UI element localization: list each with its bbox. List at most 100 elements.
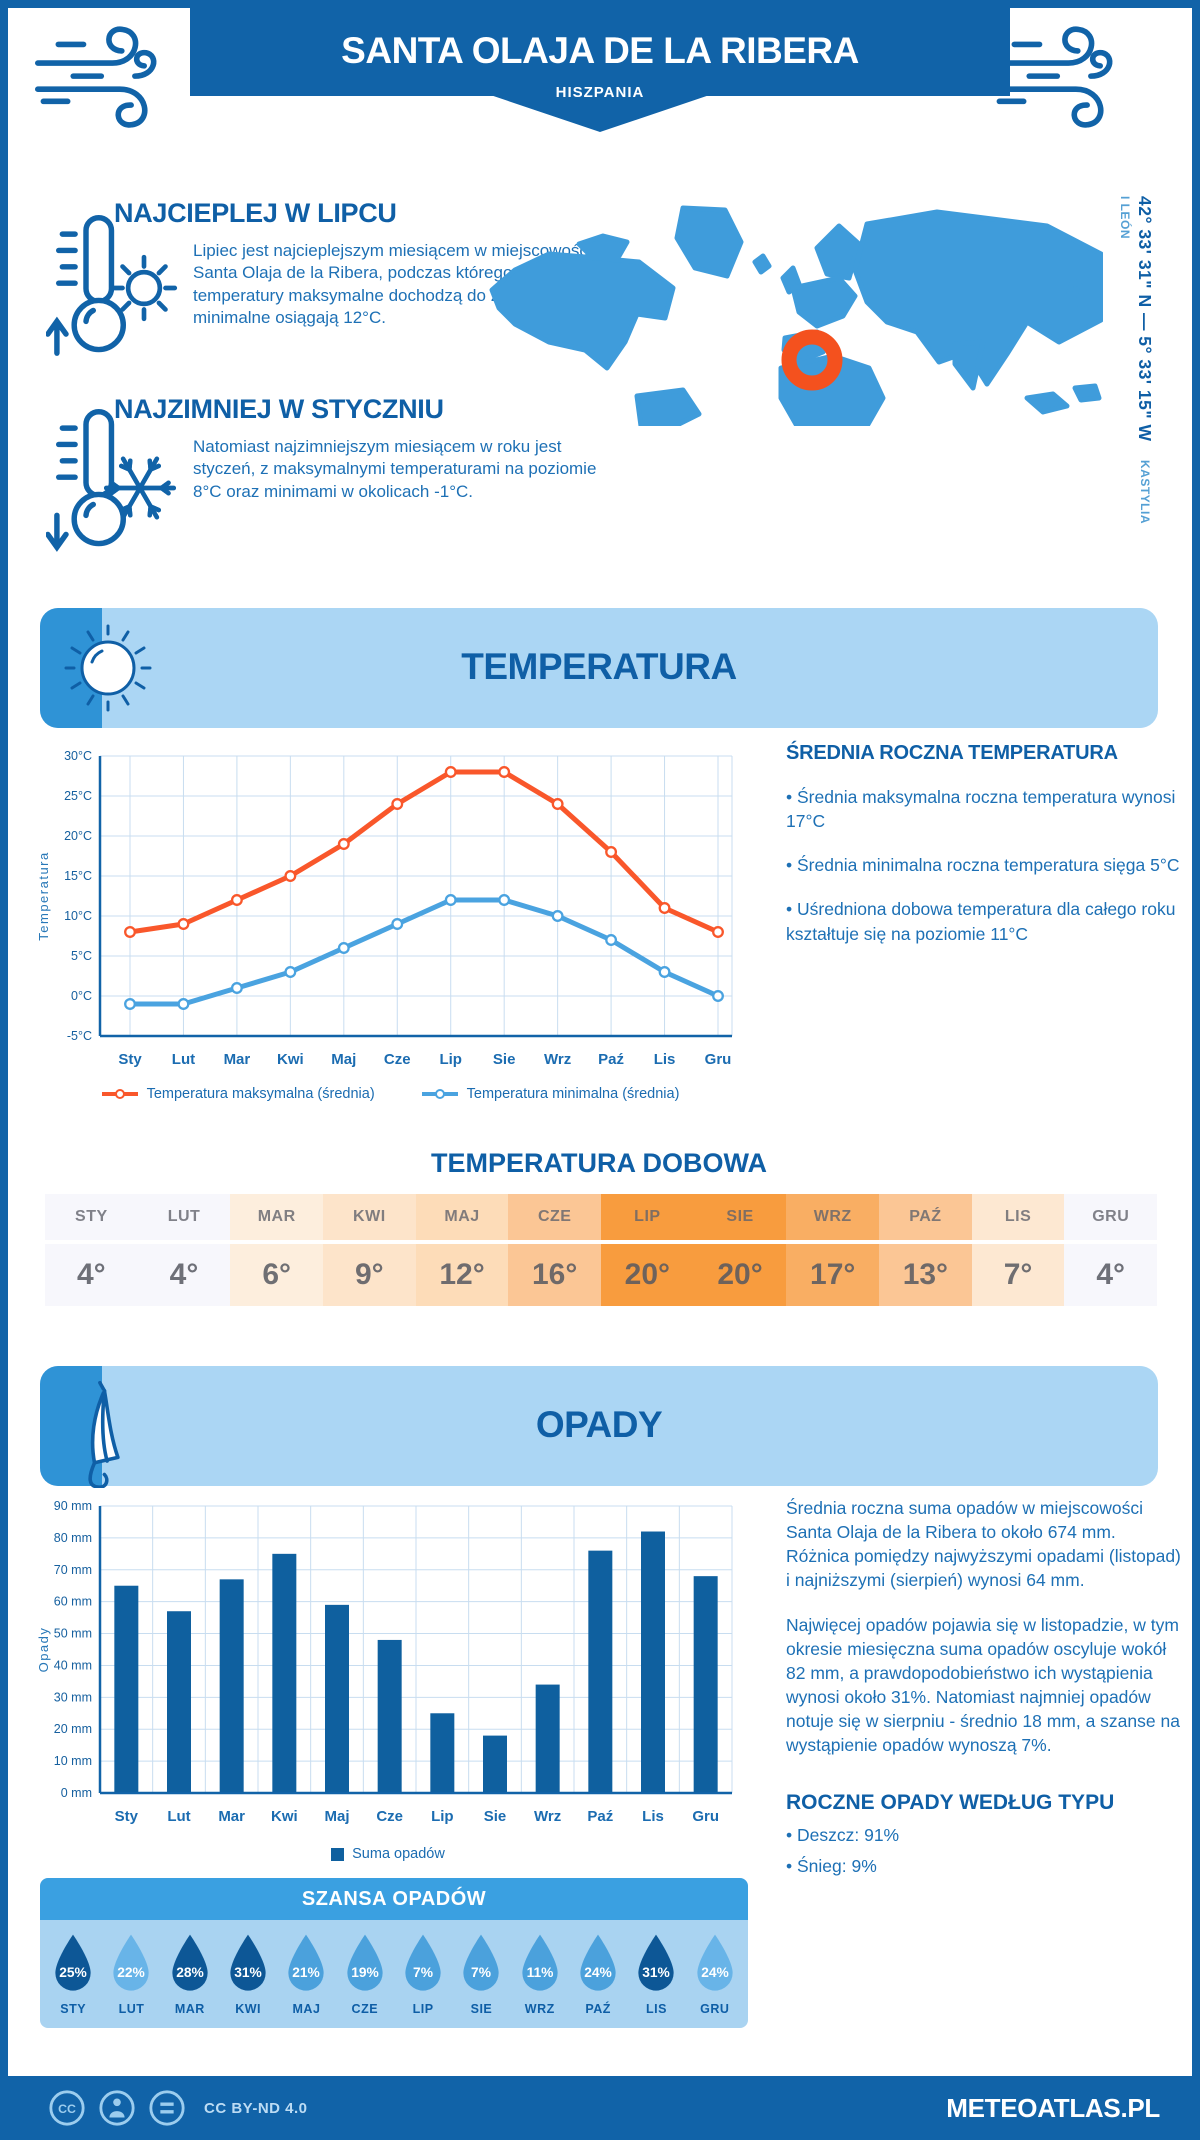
chance-month-label: KWI [235, 2002, 262, 2016]
svg-text:10°C: 10°C [64, 909, 92, 923]
svg-text:20 mm: 20 mm [54, 1722, 92, 1736]
svg-text:21%: 21% [293, 1965, 321, 1980]
temperature-bullet: Średnia maksymalna roczna temperatura wy… [786, 785, 1182, 833]
daily-temp-month: STY [45, 1194, 138, 1240]
svg-text:5°C: 5°C [71, 949, 92, 963]
sun-icon [102, 246, 186, 335]
svg-text:19%: 19% [351, 1965, 379, 1980]
cc-by-icon [99, 2090, 135, 2126]
sun-icon [64, 624, 152, 712]
temperature-line-chart: -5°C 0°C 5°C 10°C 15°C 20°C 25°C 30°C Sty Lut Mar K… [36, 749, 733, 1068]
daily-temp-column: KWI 9° [323, 1194, 416, 1306]
region-text: KASTYLIA I LEÓN [1118, 196, 1152, 524]
svg-text:Paź: Paź [598, 1051, 624, 1068]
daily-temp-value: 4° [1064, 1244, 1158, 1306]
page-title: SANTA OLAJA DE LA RIBERA [341, 30, 859, 71]
temperature-sidebar: ŚREDNIA ROCZNA TEMPERATURA Średnia maksy… [786, 742, 1182, 946]
chance-drop: 24% GRU [686, 1932, 744, 2016]
svg-text:0°C: 0°C [71, 989, 92, 1003]
chance-month-label: SIE [470, 2002, 493, 2016]
brand-logo: METEOATLAS.PL [946, 2092, 1160, 2123]
svg-text:10 mm: 10 mm [54, 1754, 92, 1768]
temperature-section-title: TEMPERATURA [461, 646, 737, 687]
temperature-section-banner: TEMPERATURA [40, 608, 1158, 728]
daily-temp-value: 6° [230, 1244, 324, 1306]
svg-text:40 mm: 40 mm [54, 1658, 92, 1672]
svg-text:31%: 31% [643, 1965, 671, 1980]
chance-month-label: CZE [351, 2002, 379, 2016]
precipitation-chance-heading: SZANSA OPADÓW [40, 1878, 748, 1920]
chance-drop: 24% PAŹ [569, 1932, 627, 2016]
chance-drop: 25% STY [44, 1932, 102, 2016]
highlight-cold-text: Natomiast najzimniejszym miesiącem w rok… [193, 437, 597, 501]
chance-drop: 19% CZE [336, 1932, 394, 2016]
precipitation-sidebar: Średnia roczna suma opadów w miejscowośc… [786, 1496, 1182, 1877]
chance-drop: 7% SIE [452, 1932, 510, 2016]
svg-text:Lut: Lut [172, 1051, 195, 1068]
svg-text:24%: 24% [701, 1965, 729, 1980]
svg-text:22%: 22% [118, 1965, 146, 1980]
coordinates-text: 42° 33' 31" N — 5° 33' 15" W [1135, 196, 1155, 442]
chance-drop: 11% WRZ [511, 1932, 569, 2016]
svg-text:15°C: 15°C [64, 869, 92, 883]
svg-text:30°C: 30°C [64, 749, 92, 763]
header-banner: SANTA OLAJA DE LA RIBERA HISZPANIA [190, 8, 1010, 132]
license-label: CC BY-ND 4.0 [204, 2099, 308, 2117]
umbrella-icon [88, 1380, 120, 1488]
svg-text:Cze: Cze [376, 1808, 403, 1825]
legend-item-max: Temperatura maksymalna (średnia) [101, 1086, 375, 1102]
temperature-bullet: Średnia minimalna roczna temperatura się… [786, 853, 1182, 877]
chance-drop: 31% KWI [219, 1932, 277, 2016]
svg-text:Lip: Lip [439, 1051, 462, 1068]
daily-temp-month: GRU [1064, 1194, 1158, 1240]
temperature-bullet: Uśredniona dobowa temperatura dla całego… [786, 897, 1182, 945]
svg-text:Maj: Maj [324, 1808, 349, 1825]
daily-temp-column: GRU 4° [1064, 1194, 1158, 1306]
country-subtitle: HISZPANIA [555, 84, 645, 101]
chance-month-label: MAR [174, 2002, 205, 2016]
svg-text:0 mm: 0 mm [61, 1786, 92, 1800]
daily-temp-column: LIP 20° [601, 1194, 694, 1306]
svg-text:Mar: Mar [218, 1808, 245, 1825]
chance-month-label: STY [60, 2002, 87, 2016]
svg-text:50 mm: 50 mm [54, 1627, 92, 1641]
raindrop-icon: 25% [55, 1934, 91, 1991]
cc-icon: CC [49, 2090, 85, 2126]
svg-text:Sie: Sie [484, 1808, 507, 1825]
world-map [487, 192, 1104, 431]
daily-temp-column: MAJ 12° [415, 1194, 509, 1306]
daily-temp-value: 12° [415, 1244, 509, 1306]
daily-temp-value: 20° [601, 1244, 694, 1306]
svg-text:Maj: Maj [331, 1051, 356, 1068]
precipitation-chance-panel: SZANSA OPADÓW 25% STY 22% LUT 28% MAR 31% KWI 21… [40, 1878, 748, 2028]
chance-drop: 28% MAR [161, 1932, 219, 2016]
raindrop-icon: 22% [113, 1934, 150, 1991]
chance-month-label: MAJ [292, 2002, 321, 2016]
chance-drop: 21% MAJ [277, 1932, 335, 2016]
chance-month-label: LIS [645, 2002, 667, 2016]
raindrop-icon: 7% [463, 1934, 500, 1991]
svg-text:31%: 31% [234, 1965, 262, 1980]
max-line-marker-icon [101, 1089, 138, 1099]
thermometer-up-icon [45, 210, 146, 365]
daily-temp-value: 4° [137, 1244, 231, 1306]
precipitation-type-heading: ROCZNE OPADY WEDŁUG TYPU [786, 1791, 1115, 1815]
daily-temp-month: SIE [693, 1194, 787, 1240]
bar-swatch-icon [331, 1847, 345, 1861]
legend-item-min: Temperatura minimalna (średnia) [421, 1086, 679, 1102]
daily-temp-column: LUT 4° [137, 1194, 231, 1306]
svg-text:Opady: Opady [36, 1627, 51, 1673]
temperature-sidebar-heading: ŚREDNIA ROCZNA TEMPERATURA [786, 742, 1118, 764]
wind-icon [30, 22, 180, 139]
svg-text:70 mm: 70 mm [54, 1563, 92, 1577]
daily-temp-month: MAR [230, 1194, 324, 1240]
precipitation-text-2: Najwięcej opadów pojawia się w listopadz… [786, 1614, 1180, 1756]
daily-temp-column: CZE 16° [508, 1194, 602, 1306]
daily-temp-column: PAŹ 13° [879, 1194, 972, 1306]
daily-temp-value: 7° [971, 1244, 1065, 1306]
svg-text:Lip: Lip [431, 1808, 454, 1825]
daily-temp-month: MAJ [415, 1194, 509, 1240]
daily-temp-month: KWI [323, 1194, 416, 1240]
svg-text:11%: 11% [526, 1965, 553, 1980]
coordinates-block: 42° 33' 31" N — 5° 33' 15" W KASTYLIA I … [1116, 196, 1155, 526]
